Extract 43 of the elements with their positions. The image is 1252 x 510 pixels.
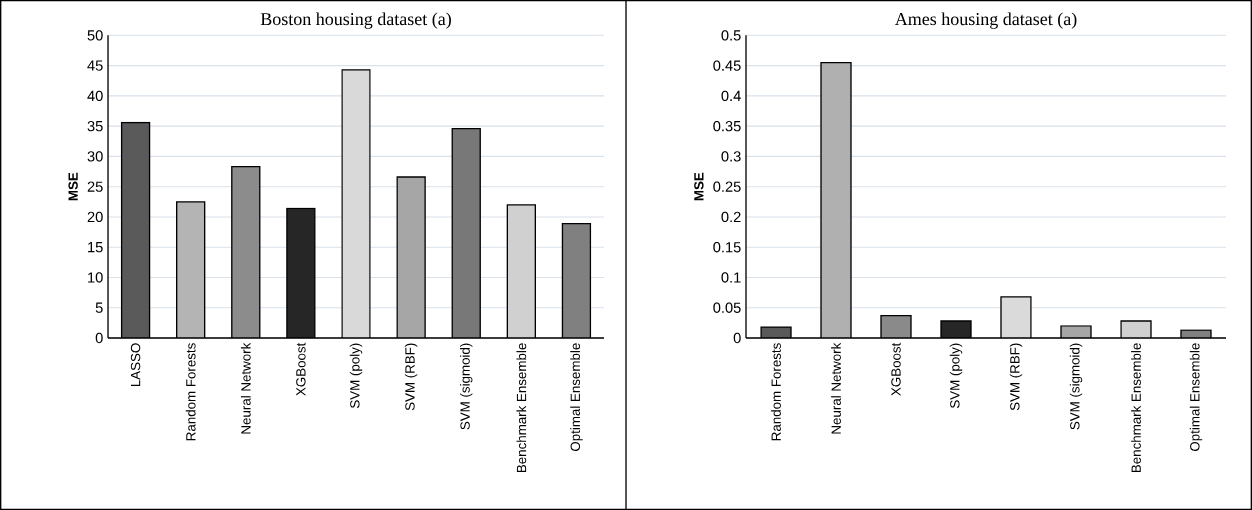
- y-tick-label: 0.3: [721, 151, 741, 162]
- y-tick-label: 0.15: [713, 242, 741, 253]
- y-tick-label: 0: [733, 332, 741, 344]
- y-tick-label: 0.05: [713, 302, 741, 313]
- y-tick-label: 0.25: [713, 181, 741, 192]
- x-tick-label: Random Forests: [771, 343, 781, 441]
- x-tick-label: SVM (poly): [349, 343, 363, 409]
- x-tick-label: Benchmark Ensemble: [1131, 343, 1141, 473]
- x-tick-label: Random Forests: [185, 343, 196, 441]
- y-tick-label: 10: [88, 272, 103, 283]
- y-axis-title: MSE: [68, 172, 78, 201]
- x-tick-label: Optimal Ensemble: [570, 343, 583, 451]
- x-tick-label: XGBoost: [891, 342, 901, 396]
- x-tick-label: SVM (sigmoid): [460, 343, 473, 430]
- y-tick-label: 0.35: [713, 120, 741, 132]
- x-tick-label: XGBoost: [296, 342, 306, 396]
- x-tick-label: SVM (sigmoid): [1069, 343, 1083, 430]
- chart-title: Boston housing dataset (a): [260, 12, 451, 29]
- x-tick-label: SVM (RBF): [1009, 343, 1023, 411]
- y-tick-label: 0.2: [721, 211, 741, 223]
- y-tick-label: 0.5: [721, 30, 741, 41]
- y-tick-label: 0.1: [721, 272, 741, 283]
- y-tick-label: 0.45: [713, 60, 741, 71]
- y-axis-title: MSE: [694, 172, 704, 201]
- x-tick-label: SVM (RBF): [404, 343, 418, 411]
- y-tick-label: 15: [88, 242, 103, 253]
- y-tick-label: 25: [87, 181, 103, 192]
- x-tick-label: Optimal Ensemble: [1189, 343, 1203, 451]
- y-tick-label: 45: [87, 60, 103, 71]
- y-tick-label: 35: [87, 120, 103, 132]
- y-tick-label: 0.4: [721, 90, 741, 102]
- x-tick-label: Neural Network: [831, 342, 841, 434]
- x-tick-label: Neural Network: [240, 342, 251, 434]
- y-tick-label: 20: [87, 211, 103, 223]
- x-tick-label: LASSO: [130, 343, 141, 387]
- y-tick-label: 0: [95, 332, 103, 344]
- y-tick-label: 30: [87, 151, 103, 162]
- y-tick-label: 40: [87, 90, 103, 102]
- chart-title: Ames housing dataset (a): [894, 12, 1077, 29]
- x-tick-label: Benchmark Ensemble: [516, 343, 527, 473]
- x-tick-label: SVM (poly): [949, 343, 963, 409]
- y-tick-label: 50: [87, 30, 103, 41]
- y-tick-label: 5: [95, 302, 103, 313]
